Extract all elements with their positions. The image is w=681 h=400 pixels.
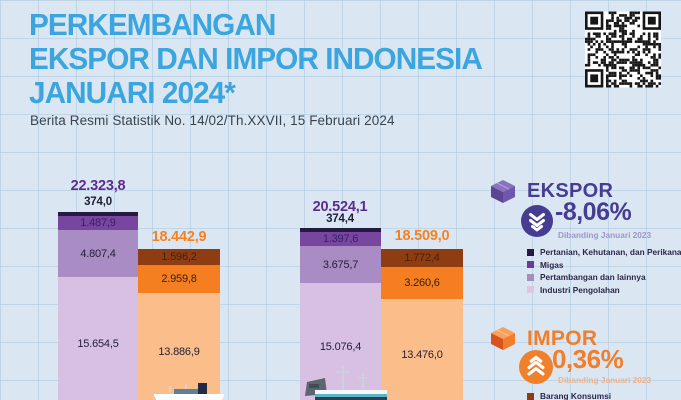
ekspor-heading: EKSPOR bbox=[527, 180, 614, 202]
segment-value: 1.772,4 bbox=[404, 252, 440, 264]
bar-segment bbox=[58, 212, 138, 216]
ekspor-change-value: -8,06% bbox=[555, 198, 632, 226]
impor-stacked-bar: 1.596,2 2.959,8 13.886,9 bbox=[138, 249, 220, 400]
segment-value: 15.076,4 bbox=[319, 340, 362, 353]
ekspor-legend: Pertanian, Kehutanan, dan Perikanan Miga… bbox=[527, 247, 681, 295]
export-box-icon bbox=[491, 180, 515, 203]
legend-item: Pertambangan dan lainnya bbox=[527, 272, 681, 282]
segment-value: 3.260,6 bbox=[404, 277, 440, 289]
bar-segment: 4.807,4 bbox=[58, 230, 138, 277]
legend-item: Barang Konsumsi bbox=[527, 391, 611, 400]
impor-compare-note: Dibanding Januari 2023 bbox=[558, 375, 652, 385]
legend-swatch bbox=[527, 261, 534, 269]
legend-swatch bbox=[527, 286, 534, 294]
impor-total-label: 18.509,0 bbox=[394, 228, 450, 244]
release-subtitle: Berita Resmi Statistik No. 14/02/Th.XXVI… bbox=[30, 113, 395, 128]
ekspor-total-label: 22.323,8 bbox=[70, 178, 126, 194]
title-line-2: EKSPOR DAN IMPOR INDONESIA bbox=[29, 41, 483, 76]
legend-item: Industri Pengolahan bbox=[527, 285, 681, 295]
segment-value: 13.886,9 bbox=[158, 345, 200, 358]
page-title: PERKEMBANGAN EKSPOR DAN IMPOR INDONESIA … bbox=[29, 7, 483, 110]
bar-segment: 13.886,9 bbox=[138, 293, 220, 400]
bar-segment: 1.772,4 bbox=[381, 249, 463, 267]
legend-swatch bbox=[527, 392, 534, 400]
cargo-ship-icon bbox=[305, 366, 387, 400]
bar-segment: 1.487,9 bbox=[58, 216, 138, 230]
segment-value: 1.596,2 bbox=[161, 251, 197, 263]
legend-item: Pertanian, Kehutanan, dan Perikanan bbox=[527, 247, 681, 257]
ekspor-stacked-bar: 1.397,6 3.675,7 15.076,4 bbox=[300, 228, 381, 400]
legend-label: Barang Konsumsi bbox=[540, 391, 611, 400]
segment-value: 1.487,9 bbox=[80, 217, 116, 229]
bar-segment: 15.654,5 bbox=[58, 277, 138, 400]
impor-stacked-bar: 1.772,4 3.260,6 13.476,0 bbox=[381, 249, 463, 400]
legend-label: Pertanian, Kehutanan, dan Perikanan bbox=[540, 247, 681, 257]
import-box-icon bbox=[491, 327, 515, 350]
impor-change-value: 0,36% bbox=[552, 344, 624, 374]
title-line-1: PERKEMBANGAN bbox=[29, 7, 276, 42]
bar-segment: 13.476,0 bbox=[381, 299, 463, 400]
increase-arrow-icon bbox=[519, 350, 553, 384]
impor-heading: IMPOR bbox=[527, 327, 598, 350]
legend-label: Pertambangan dan lainnya bbox=[540, 272, 646, 283]
decrease-arrow-icon bbox=[521, 205, 553, 237]
segment-value: 2.959,8 bbox=[161, 273, 197, 285]
legend-label: Migas bbox=[540, 259, 564, 270]
bar-segment: 15.076,4 bbox=[300, 283, 381, 400]
segment-value: 15.654,5 bbox=[77, 337, 119, 350]
cargo-ship-icon bbox=[154, 383, 224, 400]
legend-item: Migas bbox=[527, 260, 681, 270]
impor-total-label: 18.442,9 bbox=[151, 229, 207, 245]
ekspor-stacked-bar: 1.487,9 4.807,4 15.654,5 bbox=[58, 212, 138, 400]
bar-segment: 3.675,7 bbox=[300, 246, 381, 283]
bar-segment: 1.596,2 bbox=[138, 249, 220, 265]
ekspor-top-segment-label: 374,0 bbox=[84, 196, 112, 208]
bar-segment: 3.260,6 bbox=[381, 267, 463, 299]
qr-code-icon bbox=[585, 11, 661, 88]
segment-value: 4.807,4 bbox=[80, 247, 116, 260]
bar-segment: 1.397,6 bbox=[300, 232, 381, 246]
segment-value: 3.675,7 bbox=[322, 258, 359, 271]
ekspor-top-segment-label: 374,4 bbox=[326, 213, 354, 225]
legend-swatch bbox=[527, 248, 534, 256]
ekspor-total-label: 20.524,1 bbox=[312, 199, 368, 215]
segment-value: 1.397,6 bbox=[322, 233, 359, 245]
legend-swatch bbox=[527, 273, 534, 281]
impor-legend: Barang Konsumsi bbox=[527, 391, 611, 400]
bar-segment: 2.959,8 bbox=[138, 265, 220, 293]
ekspor-compare-note: Dibanding Januari 2023 bbox=[558, 230, 652, 240]
title-line-3: JANUARI 2024* bbox=[29, 75, 236, 110]
legend-label: Industri Pengolahan bbox=[540, 284, 620, 295]
bar-segment bbox=[300, 228, 381, 232]
segment-value: 13.476,0 bbox=[401, 348, 443, 361]
